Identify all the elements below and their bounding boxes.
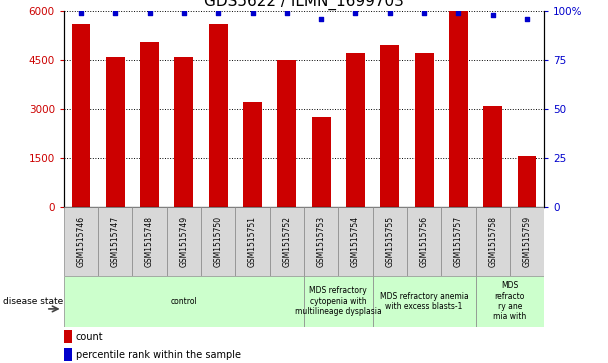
Text: GSM1515750: GSM1515750 — [214, 216, 223, 267]
Bar — [312, 117, 331, 207]
Point — [179, 10, 188, 16]
Bar — [373, 276, 475, 327]
Text: GSM1515754: GSM1515754 — [351, 216, 360, 267]
Point — [385, 10, 395, 16]
Text: GSM1515753: GSM1515753 — [317, 216, 326, 267]
Text: GSM1515755: GSM1515755 — [385, 216, 394, 267]
Bar — [517, 156, 536, 207]
Bar — [483, 106, 502, 207]
Bar — [209, 24, 227, 207]
Text: MDS refractory anemia
with excess blasts-1: MDS refractory anemia with excess blasts… — [380, 291, 468, 311]
Bar — [243, 102, 262, 207]
Bar — [72, 24, 91, 207]
Bar — [475, 276, 544, 327]
Bar — [441, 207, 475, 276]
Bar — [174, 57, 193, 207]
Text: MDS refractory
cytopenia with
multilineage dysplasia: MDS refractory cytopenia with multilinea… — [295, 286, 382, 316]
Bar — [98, 207, 133, 276]
Text: GSM1515749: GSM1515749 — [179, 216, 188, 267]
Bar — [373, 207, 407, 276]
Point — [282, 10, 292, 16]
Bar — [64, 207, 98, 276]
Bar — [415, 53, 434, 207]
Bar — [277, 60, 296, 207]
Text: GSM1515758: GSM1515758 — [488, 216, 497, 267]
Bar — [64, 330, 72, 343]
Bar — [510, 207, 544, 276]
Point — [351, 10, 361, 16]
Text: GSM1515746: GSM1515746 — [77, 216, 86, 267]
Bar — [449, 11, 468, 207]
Bar — [304, 207, 338, 276]
Point — [419, 10, 429, 16]
Point — [316, 16, 326, 22]
Bar — [235, 207, 270, 276]
Bar — [304, 276, 373, 327]
Bar — [140, 42, 159, 207]
Bar — [338, 207, 373, 276]
Bar — [64, 348, 72, 361]
Bar — [201, 207, 235, 276]
Point — [247, 10, 257, 16]
Bar — [64, 276, 304, 327]
Text: GSM1515759: GSM1515759 — [522, 216, 531, 267]
Text: MDS
refracto
ry ane
mia with: MDS refracto ry ane mia with — [493, 281, 527, 321]
Bar — [475, 207, 510, 276]
Text: percentile rank within the sample: percentile rank within the sample — [76, 350, 241, 360]
Text: disease state: disease state — [3, 297, 63, 306]
Text: control: control — [171, 297, 197, 306]
Bar — [381, 45, 399, 207]
Point — [488, 12, 497, 18]
Text: GSM1515748: GSM1515748 — [145, 216, 154, 267]
Point — [76, 10, 86, 16]
Text: count: count — [76, 332, 103, 342]
Text: GSM1515752: GSM1515752 — [282, 216, 291, 267]
Point — [522, 16, 532, 22]
Title: GDS5622 / ILMN_1699703: GDS5622 / ILMN_1699703 — [204, 0, 404, 9]
Point — [213, 10, 223, 16]
Bar — [167, 207, 201, 276]
Text: GSM1515757: GSM1515757 — [454, 216, 463, 267]
Point — [145, 10, 154, 16]
Text: GSM1515751: GSM1515751 — [248, 216, 257, 267]
Bar — [346, 53, 365, 207]
Text: GSM1515747: GSM1515747 — [111, 216, 120, 267]
Point — [454, 10, 463, 16]
Bar — [270, 207, 304, 276]
Bar — [407, 207, 441, 276]
Point — [111, 10, 120, 16]
Bar — [106, 57, 125, 207]
Text: GSM1515756: GSM1515756 — [420, 216, 429, 267]
Bar — [133, 207, 167, 276]
